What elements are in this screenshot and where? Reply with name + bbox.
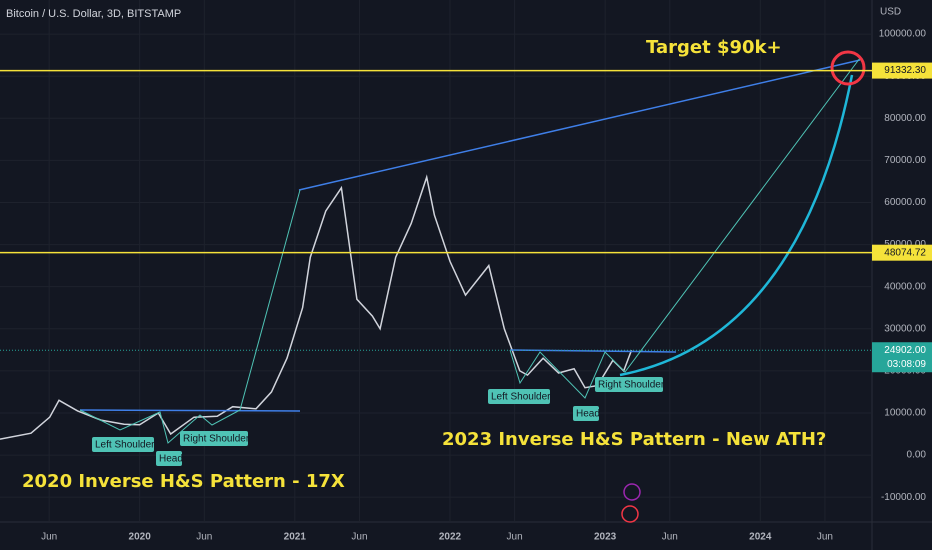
marks [0,174,633,440]
y-tick-label: 100000.00 [879,29,927,40]
tag-box [156,451,182,466]
projection-curve [619,74,854,377]
last-price-tag [872,342,932,373]
symbol-title: Bitcoin / U.S. Dollar, 3D, BITSTAMP [6,8,181,20]
x-tick-label: 2024 [749,532,772,543]
tag-label: Left Shoulder [95,440,155,451]
level-tag [872,62,932,79]
y-tick-label: 40000.00 [884,281,926,292]
countdown: 03:08:09 [887,359,926,370]
level-label: 91332.30 [884,65,926,76]
tag-label: Right Shoulder [183,434,250,445]
event-icon [623,483,641,501]
tag-box [488,389,550,404]
y-tick-label: 30000.00 [884,323,926,334]
y-tick-label: -10000.00 [881,492,926,503]
tag-box [595,377,663,392]
y-tick-label: 70000.00 [884,155,926,166]
pattern-line [509,57,861,399]
tag-box [573,406,599,421]
y-tick-label: 10000.00 [884,408,926,419]
x-tick-label: Jun [351,532,367,543]
y-tick-label: 60000.00 [884,197,926,208]
pattern-tags: Left Shoulder Head Right Shoulder Left S… [92,377,665,466]
tag-label: Head [159,454,183,465]
x-tick-label: Jun [662,532,678,543]
x-tick-label: 2021 [284,532,307,543]
tag-label: Left Shoulder [491,392,551,403]
pattern-line [79,189,301,444]
x-tick-label: Jun [507,532,523,543]
annotation: 2023 Inverse H&S Pattern - New ATH? [442,429,826,450]
last-price-label: 24902.00 [884,345,926,356]
x-tick-label: 2020 [129,532,152,543]
currency-label: USD [880,7,901,18]
target-circle [830,50,866,86]
x-tick-label: Jun [817,532,833,543]
x-tick-label: 2022 [439,532,462,543]
trend-line [298,59,861,191]
x-tick-label: 2023 [594,532,617,543]
level-tag [872,244,932,261]
x-tick-label: Jun [196,532,212,543]
annotation: 2020 Inverse H&S Pattern - 17X [22,471,345,492]
event-icon [621,505,639,523]
y-tick-label: 80000.00 [884,113,926,124]
y-tick-label: 0.00 [907,450,927,461]
tag-box [92,437,154,452]
tag-box [180,431,248,446]
annotation: Target $90k+ [646,37,782,58]
neckline [79,409,301,412]
level-label: 48074.72 [884,247,926,258]
tag-label: Head [576,409,600,420]
price-line [0,174,633,440]
price-labels: 91332.30 48074.72 24902.00 03:08:09 [0,62,932,373]
x-tick-label: Jun [41,532,57,543]
tag-label: Right Shoulder [598,380,665,391]
